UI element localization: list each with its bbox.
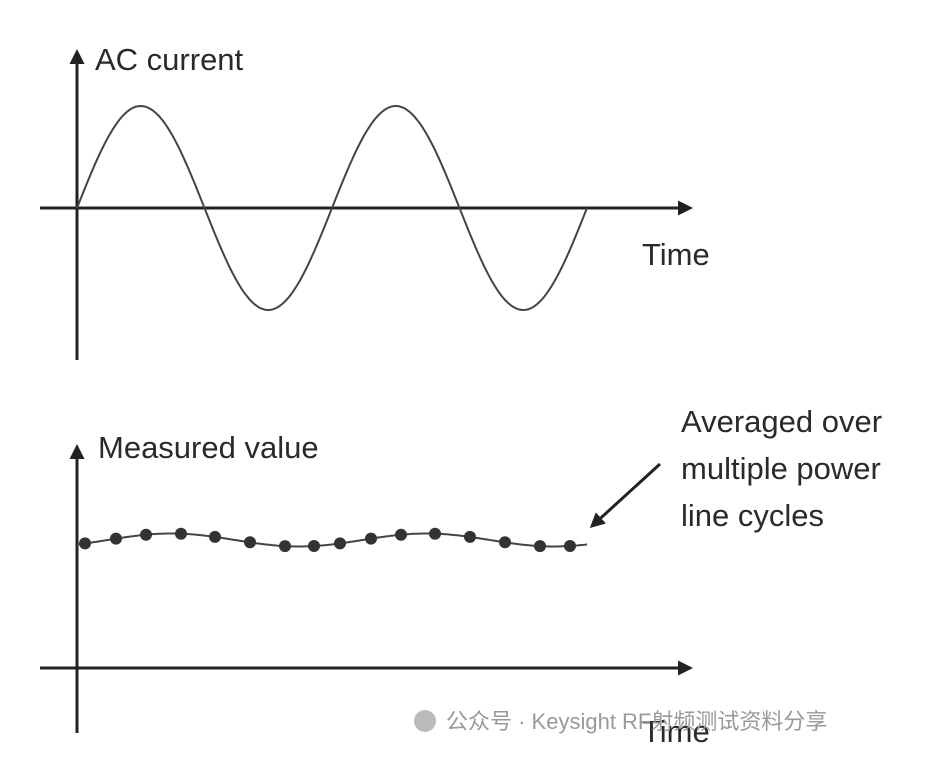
sample-point [464, 530, 476, 543]
annotation-line: Averaged over [681, 404, 882, 439]
sample-point [140, 528, 152, 541]
sample-point [244, 536, 256, 549]
y-axis-label: Measured value [98, 430, 319, 465]
y-axis-label: AC current [95, 42, 244, 77]
annotation-arrow [589, 462, 662, 529]
watermark-icon [414, 710, 436, 732]
sample-point [175, 527, 187, 540]
sample-points [79, 527, 576, 553]
sample-point [365, 532, 377, 545]
annotation-line: multiple power [681, 451, 881, 486]
sample-point [429, 527, 441, 540]
sample-point [110, 532, 122, 545]
watermark: 公众号 · Keysight RF射频测试资料分享 [446, 709, 827, 734]
sample-point [395, 528, 407, 541]
sample-point [534, 540, 546, 553]
sample-point [499, 536, 511, 549]
sample-point [79, 537, 91, 550]
sample-point [334, 537, 346, 550]
sample-point [209, 530, 221, 543]
sample-point [564, 540, 576, 552]
annotation-line: line cycles [681, 498, 824, 533]
x-axis-label: Time [642, 714, 710, 749]
x-axis-label: Time [642, 237, 710, 272]
sample-point [308, 540, 320, 552]
sample-point [279, 540, 291, 553]
sine-wave [76, 104, 588, 312]
